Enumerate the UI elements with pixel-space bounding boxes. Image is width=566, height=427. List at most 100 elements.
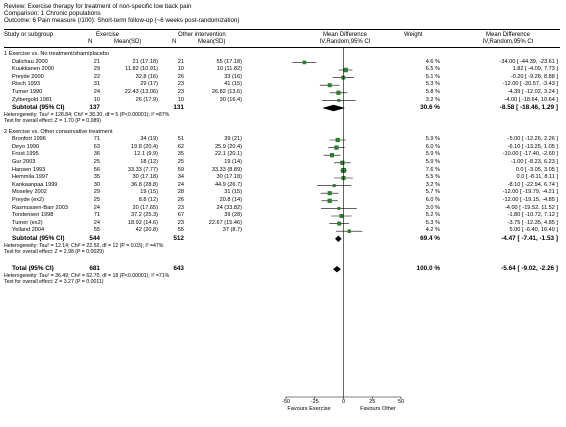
study-mean1: 18 (12): [140, 159, 158, 165]
study-mean2: 55 (17.18): [216, 58, 243, 65]
study-mean2: 19 (14): [224, 159, 242, 165]
study-ci: -8.10 [ -22.94, 6.74 ]: [507, 181, 558, 188]
col-md-method2: IV,Random,95% CI: [482, 39, 534, 45]
study-ci: -4.00 [ -18.64, 10.64 ]: [504, 96, 559, 103]
study-mean1: 11.82 (10.91): [125, 66, 158, 73]
study-n1: 25: [93, 159, 100, 165]
study-name: Torstensen 1998: [12, 212, 54, 219]
study-name: Deyo 1990: [12, 143, 40, 150]
x-tick-label: -25: [310, 399, 319, 405]
study-name: Gur 2003: [12, 159, 36, 165]
subtotal-label: Subtotal (95% CI): [12, 104, 65, 112]
study-ci: 0.0 [ -3.05, 3.05 ]: [515, 166, 558, 173]
review-title: Review: Exercise therapy for treatment o…: [4, 3, 192, 10]
subtotal-n1: 544: [89, 235, 100, 242]
study-n2: 10: [177, 66, 184, 73]
study-n1: 71: [93, 212, 100, 219]
study-box: [337, 221, 342, 226]
study-n2: 25: [177, 159, 184, 165]
study-n1: 24: [93, 219, 100, 226]
study-n1: 24: [93, 204, 100, 211]
subtotal-weight: 30.6 %: [420, 104, 440, 112]
study-mean1: 19 (15): [140, 189, 158, 196]
total-effect-text: Test for overall effect: Z = 3.27 (P = 0…: [4, 279, 104, 286]
study-name: Rasmussen-Barr 2003: [12, 204, 68, 211]
x-tick-label: 0: [341, 399, 346, 405]
outcome-title: Outcome: 6 Pain measure (/100): Short-te…: [4, 17, 240, 24]
study-box: [332, 184, 336, 188]
study-n2: 24: [177, 181, 184, 188]
total-n1: 681: [89, 265, 100, 273]
study-n2: 23: [177, 89, 184, 95]
header-rule: [4, 47, 560, 48]
study-ci: -4.39 [ -12.02, 3.24 ]: [507, 89, 558, 95]
study-box: [327, 83, 332, 88]
study-mean1: 32.8 (16): [135, 73, 158, 80]
study-n1: 21: [93, 58, 100, 65]
study-weight: 3.0 %: [425, 204, 440, 211]
total-heterogeneity-text: Heterogeneity: Tau² = 36.49; Chi² = 62.7…: [4, 273, 170, 279]
study-box: [340, 160, 345, 165]
study-n2: 67: [177, 212, 184, 219]
study-name: Yelland 2004: [12, 227, 45, 234]
heterogeneity-text: Heterogeneity: Tau² = 128.84; Chi² = 38.…: [4, 111, 170, 118]
study-weight: 3.2 %: [425, 96, 440, 103]
study-mean2: 33.33 (8.89): [211, 166, 242, 173]
study-mean1: 20 (17.65): [132, 204, 159, 211]
study-ci: -12.00 [ -20.57, -3.43 ]: [502, 81, 558, 88]
study-mean2: 39 (21): [224, 136, 242, 143]
study-weight: 5.2 %: [425, 212, 440, 219]
study-mean1: 30 (17.18): [132, 174, 159, 181]
study-name: Frost 1995: [12, 151, 39, 158]
favours-right-label: Favours Other: [360, 406, 396, 412]
study-n2: 23: [177, 81, 184, 88]
study-n1: 35: [93, 174, 100, 181]
subtotal-n2: 512: [173, 235, 184, 242]
study-mean1: 36.8 (28.8): [130, 181, 158, 188]
study-n2: 35: [177, 151, 184, 158]
study-mean2: 39 (28): [224, 212, 242, 219]
study-n2: 21: [177, 58, 184, 65]
study-mean1: 19.8 (20.4): [130, 143, 158, 150]
study-name: Risch 1993: [12, 81, 40, 88]
study-mean2: 20.8 (14): [219, 197, 242, 203]
study-weight: 7.6 %: [425, 166, 440, 173]
study-weight: 5.7 %: [425, 189, 440, 196]
study-n2: 26: [177, 73, 184, 80]
total-ci: -5.64 [ -9.02, -2.26 ]: [501, 265, 558, 273]
study-n1: 55: [93, 227, 100, 234]
study-mean1: 34 (19): [140, 136, 158, 143]
study-weight: 4.2 %: [425, 227, 440, 234]
study-box: [336, 90, 341, 95]
study-weight: 5.1 %: [425, 73, 440, 80]
study-box: [337, 98, 341, 102]
subtotal-ci: -4.47 [ -7.41, -1.53 ]: [501, 235, 558, 242]
col-other: Other intervention: [178, 32, 226, 38]
study-ci: -1.80 [ -10.72, 7.12 ]: [507, 212, 558, 219]
study-ci: -12.00 [ -19.15, -4.85 ]: [502, 197, 558, 203]
study-name: Turner (ex2): [12, 219, 43, 226]
overall-effect-text: Test for overall effect: Z = 1.70 (P = 0…: [4, 118, 101, 124]
total-weight: 100.0 %: [416, 265, 440, 273]
study-name: Turner 1990: [12, 89, 43, 95]
study-box: [329, 153, 335, 158]
study-name: Hansen 1993: [12, 166, 46, 173]
study-n1: 56: [93, 166, 100, 173]
subgroup-title: 2 Exercise vs. Other conservative treatm…: [4, 128, 113, 135]
study-weight: 5.3 %: [425, 81, 440, 88]
study-n1: 36: [93, 151, 100, 158]
study-mean2: 30 (16.4): [219, 96, 242, 103]
study-box: [334, 145, 339, 150]
study-ci: -34.00 [ -44.39, -23.61 ]: [499, 58, 558, 65]
study-ci: -6.10 [ -13.25, 1.05 ]: [507, 143, 558, 150]
study-name: Dalichau 2000: [12, 58, 48, 65]
study-n2: 34: [177, 174, 184, 181]
study-ci: -12.00 [ -19.79, -4.21 ]: [502, 189, 558, 196]
col-n1: N: [88, 39, 93, 45]
subtotal-label: Subtotal (95% CI): [12, 235, 65, 242]
study-mean2: 31 (15): [224, 189, 242, 196]
study-n2: 23: [177, 219, 184, 226]
study-n2: 51: [177, 136, 184, 143]
study-mean1: 21 (17.18): [132, 58, 159, 65]
study-name: Bronfort 1996: [12, 136, 46, 143]
